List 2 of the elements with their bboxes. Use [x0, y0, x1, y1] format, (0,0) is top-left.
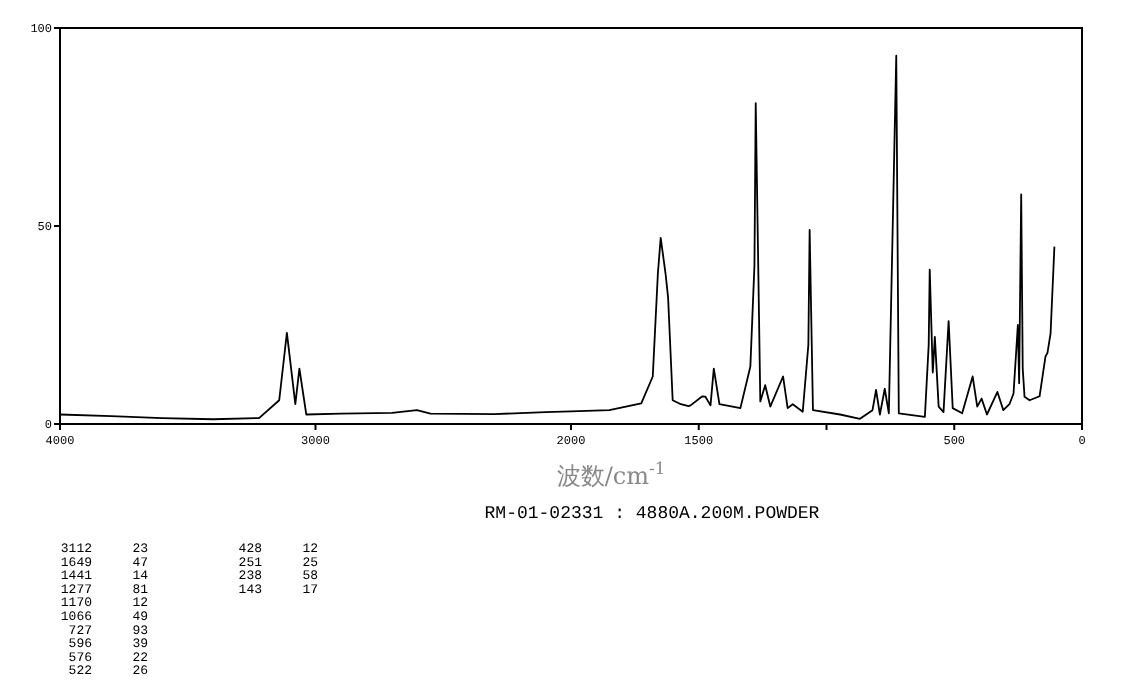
- annotation: RM-01-02331 : 4880A.200M.POWDER: [484, 504, 820, 524]
- xlabel: 波数/cm$^{-1}$: [556, 458, 666, 490]
